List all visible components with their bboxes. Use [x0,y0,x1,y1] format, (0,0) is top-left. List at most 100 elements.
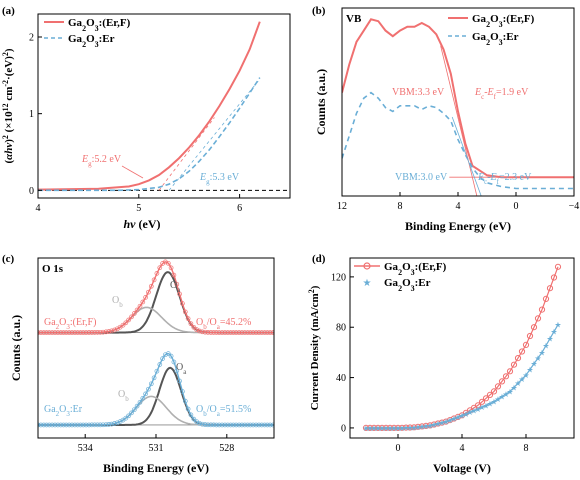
panel-c-data-point-blue [92,422,97,428]
panel-d-marker-blue: ★ [402,424,409,433]
panel-c-data-point-red [49,330,55,335]
panel-a-series-red [38,21,261,191]
panel-c-data-point-blue [140,395,146,401]
panel-c-data-point-red [83,330,89,335]
panel-c-data-point-blue [174,368,180,374]
panel-c-data-point-red [80,330,86,335]
panel-b-xlabel: Binding Energy (eV) [405,219,511,233]
panel-c-data-point-red [197,328,202,334]
panel-b-series-blue [342,91,574,190]
panel-c-data-point-blue [80,422,86,428]
panel-c-data-point-blue [61,422,66,428]
panel-c-data-point-red [92,330,97,335]
panel-c-data-point-blue [208,422,214,428]
panel-c-data-point-blue [44,422,49,428]
panel-c-data-point-red [97,329,103,335]
panel-d-marker-red [502,373,510,380]
panel-c-data-point-blue [262,422,267,428]
panel-d-marker-blue: ★ [486,399,493,408]
panel-c-axes: 534 531 528 [78,434,234,454]
panel-d-marker-red [530,324,538,331]
panel-c-data-point-blue [219,422,225,428]
panel-d-marker-blue: ★ [446,416,453,425]
panel-a-series-blue [38,77,261,192]
panel-c-ratio-blue: Ob/Oa=51.5% [196,404,251,418]
panel-d-marker-red [522,341,530,348]
panel-d-marker-blue: ★ [382,424,389,433]
panel-b-annotation-red-vbm: VBM:3.3 eV [392,87,445,98]
panel-c-data-point-blue [75,422,80,428]
panel-c-data-point-blue [222,422,228,428]
panel-c-data-point-red [270,330,274,335]
panel-d-marker-blue: ★ [362,424,369,433]
panel-c-data-point-red [168,265,174,271]
panel-d-marker-blue: ★ [506,387,513,396]
panel-c-data-point-blue [211,422,216,428]
panel-c-data-point-red [134,307,140,313]
panel-c-data-point-red [188,321,194,327]
panel-c-data-point-red [259,330,265,335]
panel-c-data-point-blue [106,422,112,427]
panel-c-data-point-blue [148,381,154,387]
panel-c-data-point-blue [253,422,259,428]
panel-c-sample-red: Ga2O3:(Er,F) [44,317,96,331]
panel-b-plot-area [342,18,574,196]
panel-d-marker-blue: ★ [378,424,385,433]
panel-c-data-point-red [106,329,112,334]
panel-c-data-point-blue [185,406,191,412]
panel-d-marker-blue: ★ [510,383,517,392]
panel-c-data-point-blue [202,422,208,427]
panel-c-data-point-red [89,330,95,335]
panel-b-annotation-red-diff: Ec-Ef=1.9 eV [474,87,529,101]
panel-b-xtick-label-1: 8 [398,201,403,212]
panel-c-data-point-red [123,320,129,326]
panel-c-xtick-label-0: 534 [78,443,93,454]
panel-c-data-point-red [231,330,236,335]
panel-c-envelope-red [38,261,274,334]
panel-c-data-point-blue [52,422,58,428]
panel-d-marker-red [498,378,506,385]
panel-a-ytick-label-0: 0 [29,186,34,197]
panel-c-data-point-blue [55,422,61,428]
panel-d-marker-red [506,368,514,375]
panel-d-xtick-label-1: 4 [460,443,465,454]
panel-c-data-point-red [233,330,239,335]
panel-a: (a) 4 5 6 0 1 2 Ga2O3:(Er,F) Ga2O3:Er Eg:5.2 … [1,5,291,231]
panel-c-label: (c) [2,253,15,265]
panel-d: (d) ★★★★★★★★★★★★★★★★★★★★★★★★★★★★★★★★★★★★… [307,253,575,475]
panel-c-data-point-blue [191,416,197,422]
panel-b-annotation-blue-vbm: VBM:3.0 eV [395,172,448,183]
panel-c-data-point-red [242,330,248,335]
panel-d-marker-blue: ★ [410,423,417,432]
panel-a-annotation-red-pointer [121,165,144,179]
panel-a-ytick-label-2: 2 [29,33,34,44]
panel-a-plot-area [38,21,290,192]
panel-c-data-point-red [143,295,148,300]
panel-d-marker-red [526,332,534,340]
panel-c-data-point-red [112,327,117,333]
panel-a-ytick-label-1: 1 [29,109,34,120]
panel-c-data-point-blue [188,412,194,418]
panel-c-data-point-red [109,328,114,334]
panel-c-data-point-red [194,327,199,332]
panel-c-data-point-red [265,330,270,335]
panel-c-data-point-red [250,330,256,335]
panel-c-envelope-blue [38,352,274,426]
panel-d-marker-blue: ★ [514,379,521,388]
panel-d-marker-blue: ★ [522,371,529,380]
panel-c-data-point-blue [248,422,253,428]
panel-a-ylabel: (αhν)2 (×1012 cm-2·(eV)2) [1,48,16,163]
panel-a-frame [37,13,291,199]
panel-c-ratio-red: Ob/Oa=45.2% [196,317,251,331]
panel-c-data-point-red [267,330,273,335]
panel-c-data-point-red [63,330,69,335]
panel-c-data-point-red [174,281,180,287]
panel-c-data-point-red [120,322,126,328]
panel-c-data-point-red [38,330,41,335]
panel-c-plot-area [38,259,274,428]
panel-b-tag: VB [346,13,362,25]
panel-c-data-point-red [208,330,214,335]
panel-c-data-point-red [148,283,154,289]
panel-d-marker-red [482,395,490,402]
